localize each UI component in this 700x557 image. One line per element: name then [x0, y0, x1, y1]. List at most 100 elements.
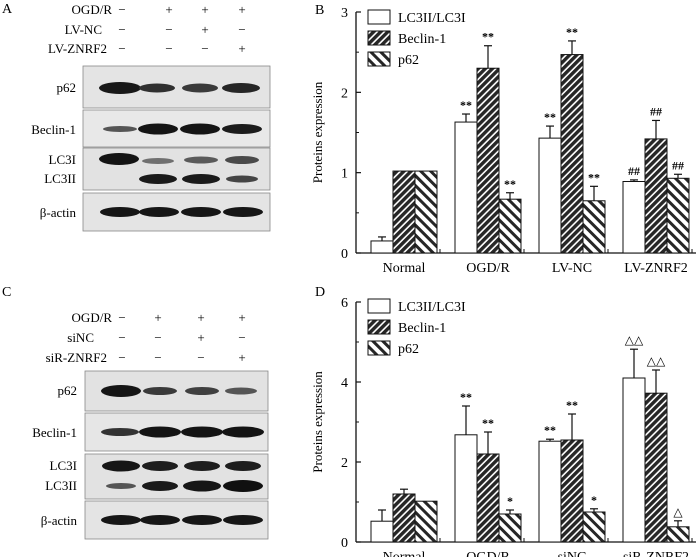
sign-a-2-3: +	[238, 41, 245, 56]
blot-label-a-actin: β-actin	[40, 205, 77, 220]
bar	[498, 513, 522, 543]
condition-label-c-2: siR-ZNRF2	[46, 350, 107, 365]
legend-label: p62	[398, 342, 419, 357]
significance-mark: ##	[650, 104, 662, 118]
legend-swatch	[367, 30, 391, 46]
significance-mark: **	[482, 416, 494, 430]
significance-mark: **	[482, 30, 494, 44]
bar	[392, 493, 416, 543]
sign-a-2-1: −	[165, 41, 172, 56]
blot-strip-c-actin	[84, 500, 269, 540]
significance-mark: **	[588, 170, 600, 184]
blot-label-c-lc3ii: LC3II	[45, 478, 77, 493]
sign-a-0-3: +	[238, 2, 245, 17]
significance-mark: △△	[625, 333, 644, 347]
significance-mark: △△	[647, 354, 666, 368]
significance-mark: △	[673, 505, 683, 519]
sign-a-1-1: −	[165, 22, 172, 37]
significance-mark: *	[507, 494, 513, 508]
bar	[476, 67, 500, 254]
significance-mark: **	[544, 110, 556, 124]
bar	[538, 440, 562, 543]
bar	[666, 526, 690, 543]
legend-label: Beclin-1	[398, 32, 446, 47]
y-tick-label: 1	[341, 167, 348, 182]
condition-label-c-0: OGD/R	[72, 310, 113, 325]
sign-c-0-1: +	[154, 310, 161, 325]
sign-a-1-2: +	[201, 22, 208, 37]
x-tick-label: OGD/R	[466, 261, 510, 276]
y-axis-label: Proteins expression	[310, 81, 325, 183]
x-tick-label: Normal	[383, 550, 426, 557]
blot-label-a-lc3ii: LC3II	[44, 171, 76, 186]
blot-strip-a-lc3	[82, 147, 271, 191]
y-tick-label: 0	[341, 247, 348, 262]
y-tick-label: 3	[341, 6, 348, 21]
bar	[498, 198, 522, 254]
sign-c-2-0: −	[118, 350, 125, 365]
y-tick-label: 6	[341, 296, 348, 311]
y-tick-label: 2	[341, 456, 348, 471]
bar	[454, 434, 478, 543]
sign-c-1-3: −	[238, 330, 245, 345]
sign-a-1-0: −	[118, 22, 125, 37]
sign-a-2-0: −	[118, 41, 125, 56]
x-tick-label: LV-ZNRF2	[624, 261, 688, 276]
condition-label-c-1: siNC	[67, 330, 94, 345]
x-tick-label: OGD/R	[466, 550, 510, 557]
panel-letter-c: C	[2, 285, 11, 300]
legend-swatch	[367, 51, 391, 67]
blot-strip-a-p62	[82, 65, 271, 109]
blot-label-a-lc3i: LC3I	[49, 152, 76, 167]
legend-swatch	[367, 9, 391, 25]
panel-letter-b: B	[315, 3, 324, 18]
sign-c-2-3: +	[238, 350, 245, 365]
sign-c-1-1: −	[154, 330, 161, 345]
blot-label-c-lc3i: LC3I	[50, 458, 77, 473]
condition-label-a-2: LV-ZNRF2	[48, 41, 107, 56]
legend-label: Beclin-1	[398, 321, 446, 336]
blot-strip-a-actin	[82, 192, 271, 232]
legend-swatch	[367, 319, 391, 335]
bar	[538, 137, 562, 254]
bar	[666, 177, 690, 254]
condition-label-a-1: LV-NC	[65, 22, 102, 37]
sign-a-2-2: −	[201, 41, 208, 56]
panel-letter-d: D	[315, 285, 325, 300]
bar	[560, 439, 584, 543]
bar	[370, 240, 394, 254]
sign-c-0-2: +	[197, 310, 204, 325]
blot-label-c-p62: p62	[58, 383, 78, 398]
y-tick-label: 4	[341, 376, 348, 391]
sign-c-0-3: +	[238, 310, 245, 325]
sign-c-0-0: −	[118, 310, 125, 325]
legend-label: LC3II/LC3I	[398, 300, 466, 315]
significance-mark: *	[591, 493, 597, 507]
bar	[414, 170, 438, 254]
condition-label-a-0: OGD/R	[72, 2, 113, 17]
legend-label: p62	[398, 53, 419, 68]
blot-label-a-p62: p62	[57, 80, 77, 95]
legend-swatch	[367, 340, 391, 356]
bar	[622, 377, 646, 543]
blot-label-c-actin: β-actin	[41, 513, 78, 528]
x-tick-label: siR-ZNRF2	[623, 550, 689, 557]
bar	[370, 520, 394, 543]
blot-label-a-beclin: Beclin-1	[31, 122, 76, 137]
bar	[644, 392, 668, 543]
significance-mark: **	[544, 423, 556, 437]
bar	[582, 200, 606, 254]
sign-a-0-1: +	[165, 2, 172, 17]
sign-c-2-2: −	[197, 350, 204, 365]
panel-c: C OGD/R − + + + siNC − − + − siR-ZNRF2 −…	[2, 285, 269, 540]
blot-strip-c-lc3	[84, 453, 269, 500]
blot-label-c-beclin: Beclin-1	[32, 425, 77, 440]
bar	[392, 170, 416, 254]
blot-strip-c-p62	[84, 370, 269, 412]
y-tick-label: 2	[341, 86, 348, 101]
sign-c-2-1: −	[154, 350, 161, 365]
bar	[414, 500, 438, 543]
bar	[644, 138, 668, 254]
chart-b: B 0 1 2 3 Proteins expression Normal OGD/R ** ** *…	[310, 3, 696, 276]
